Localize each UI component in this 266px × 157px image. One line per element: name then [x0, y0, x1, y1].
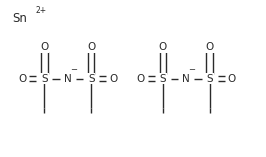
Text: S: S: [41, 73, 48, 84]
Text: O: O: [109, 73, 117, 84]
Text: S: S: [88, 73, 94, 84]
Text: S: S: [160, 73, 166, 84]
Text: N: N: [64, 73, 72, 84]
Text: 2+: 2+: [36, 6, 47, 15]
Text: −: −: [70, 65, 77, 74]
Text: O: O: [227, 73, 236, 84]
Text: O: O: [40, 42, 49, 52]
Text: O: O: [137, 73, 145, 84]
Text: −: −: [189, 65, 196, 74]
Text: S: S: [206, 73, 213, 84]
Text: Sn: Sn: [12, 12, 27, 25]
Text: O: O: [87, 42, 95, 52]
Text: O: O: [205, 42, 214, 52]
Text: N: N: [182, 73, 190, 84]
Text: O: O: [159, 42, 167, 52]
Text: O: O: [18, 73, 27, 84]
